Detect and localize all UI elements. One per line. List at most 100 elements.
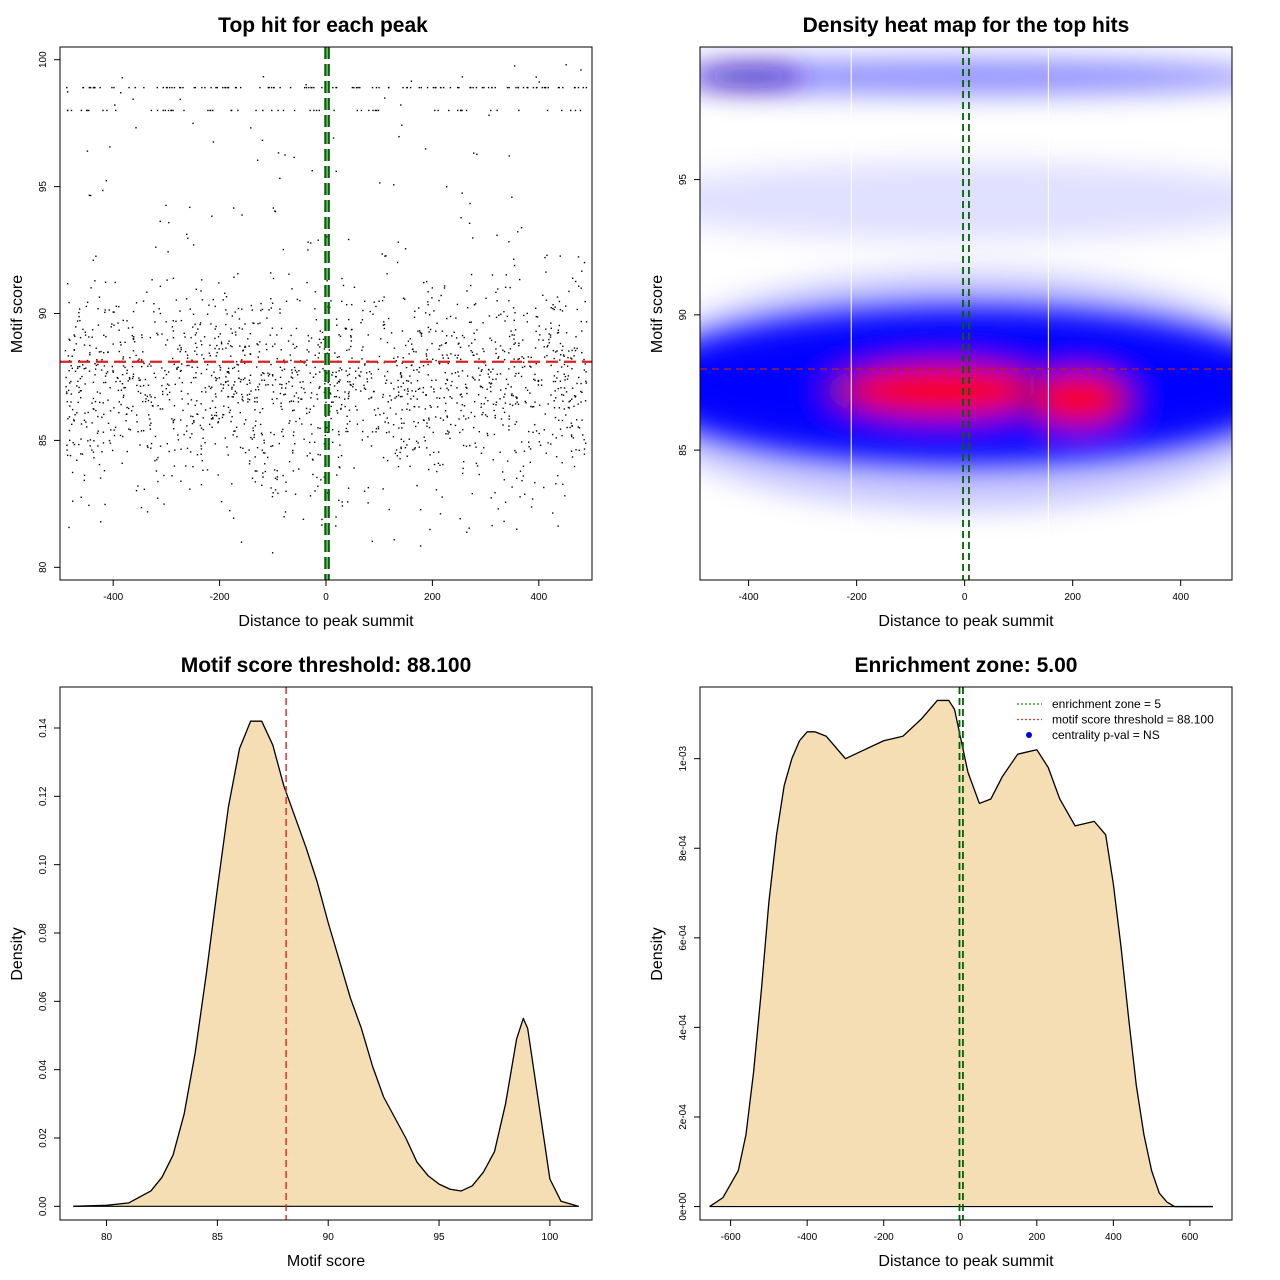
data-point <box>333 385 336 387</box>
data-point <box>582 86 584 89</box>
data-point <box>68 416 71 418</box>
data-point <box>296 371 298 373</box>
data-point <box>380 338 382 340</box>
data-point <box>280 402 282 404</box>
data-point <box>337 380 340 383</box>
data-point <box>387 401 389 403</box>
data-point <box>496 300 498 302</box>
data-point <box>250 390 252 392</box>
data-point <box>476 153 478 156</box>
data-point <box>550 307 552 309</box>
data-point <box>260 302 262 305</box>
data-point <box>543 486 545 489</box>
data-point <box>281 408 283 411</box>
data-point <box>224 437 227 439</box>
data-point <box>518 342 520 345</box>
data-point <box>495 401 498 403</box>
x-tick-label: 80 <box>101 1232 113 1243</box>
data-point <box>107 399 109 401</box>
data-point <box>345 430 347 433</box>
data-point <box>220 383 222 385</box>
data-point <box>228 372 230 374</box>
data-point <box>335 86 338 89</box>
data-point <box>330 417 332 420</box>
data-point <box>415 351 417 353</box>
data-point <box>420 333 423 335</box>
data-point <box>418 366 421 369</box>
data-point <box>298 369 300 372</box>
data-point <box>92 259 95 261</box>
data-point <box>73 420 75 422</box>
data-point <box>132 375 134 378</box>
data-point <box>190 415 192 417</box>
data-point <box>244 377 246 379</box>
data-point <box>274 379 277 381</box>
data-point <box>200 453 202 455</box>
data-point <box>185 465 187 467</box>
data-point <box>253 434 256 436</box>
data-point <box>399 373 402 375</box>
data-point <box>398 427 400 429</box>
data-point <box>65 376 67 379</box>
data-point <box>254 397 256 399</box>
data-point <box>472 237 474 239</box>
data-point <box>312 473 314 476</box>
data-point <box>496 234 498 236</box>
data-point <box>522 86 525 89</box>
data-point <box>108 439 111 442</box>
data-point <box>226 446 228 448</box>
x-tick-label: 200 <box>424 592 441 603</box>
data-point <box>557 387 559 390</box>
data-point <box>514 375 516 377</box>
data-point <box>80 438 82 440</box>
y-tick-label: 100 <box>38 51 49 68</box>
data-point <box>64 349 67 352</box>
data-point <box>442 357 444 359</box>
data-point <box>572 437 575 439</box>
data-point <box>237 364 240 366</box>
data-point <box>164 344 167 346</box>
data-point <box>80 390 82 392</box>
data-point <box>295 327 298 330</box>
data-point <box>386 273 388 275</box>
data-point <box>470 349 472 352</box>
data-point <box>457 86 459 89</box>
data-point <box>557 370 559 373</box>
data-point <box>457 371 459 373</box>
data-point <box>311 433 313 435</box>
data-point <box>84 334 87 336</box>
data-point <box>566 365 569 367</box>
data-point <box>309 441 311 444</box>
data-point <box>540 379 543 381</box>
data-point <box>515 477 518 480</box>
data-point <box>283 516 285 518</box>
data-point <box>266 456 269 459</box>
data-point <box>227 342 229 345</box>
data-point <box>266 317 268 319</box>
data-point <box>487 373 489 375</box>
data-point <box>309 381 312 384</box>
data-point <box>535 363 537 365</box>
data-point <box>472 426 475 429</box>
data-point <box>425 355 428 357</box>
data-point <box>353 467 355 469</box>
data-point <box>83 367 85 370</box>
data-point <box>447 433 449 435</box>
data-point <box>129 378 131 380</box>
data-point <box>338 370 340 372</box>
data-point <box>285 387 287 389</box>
data-point <box>227 454 229 456</box>
data-point <box>88 109 90 112</box>
data-point <box>563 373 565 375</box>
data-point <box>144 378 147 381</box>
data-point <box>535 430 538 432</box>
data-point <box>341 300 343 303</box>
data-point <box>236 435 238 438</box>
data-point <box>143 362 145 365</box>
data-point <box>122 394 125 397</box>
data-point <box>565 305 567 307</box>
data-point <box>371 86 374 89</box>
data-point <box>135 302 138 304</box>
data-point <box>402 86 404 89</box>
data-point <box>534 379 536 382</box>
